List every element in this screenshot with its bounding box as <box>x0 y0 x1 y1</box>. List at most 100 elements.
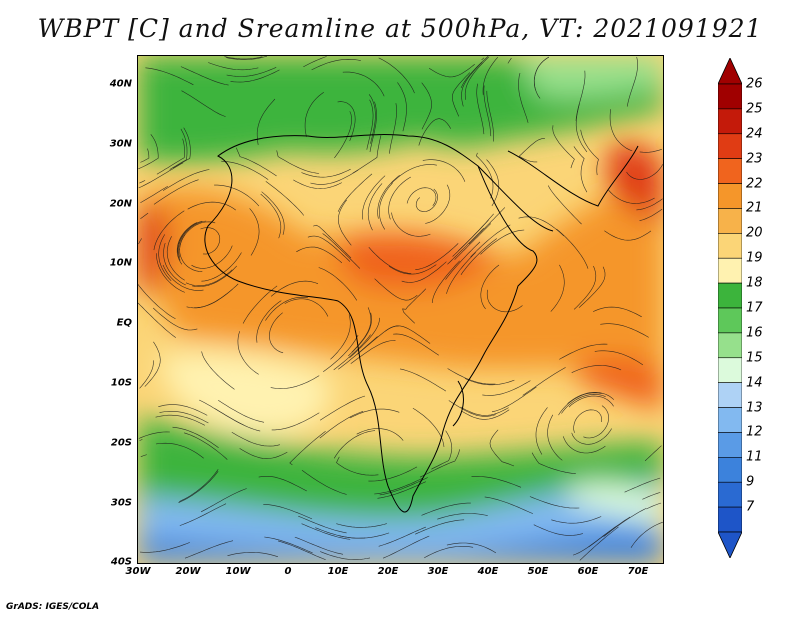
streamline <box>491 386 537 413</box>
streamline <box>464 378 515 386</box>
streamline <box>208 62 259 71</box>
streamline <box>382 535 430 559</box>
streamline <box>428 64 475 78</box>
colorbar-bin <box>718 208 742 234</box>
streamline <box>221 160 269 180</box>
streamline <box>276 150 320 174</box>
coastlines <box>204 134 639 513</box>
lon-tick-label: 60E <box>577 566 599 577</box>
streamline <box>425 184 451 224</box>
streamline <box>431 260 460 304</box>
colorbar-bottom-arrow <box>718 531 742 558</box>
streamline <box>301 469 347 495</box>
streamline <box>153 210 185 251</box>
streamline <box>580 129 599 176</box>
lat-tick-label: 20S <box>110 437 132 449</box>
streamline <box>357 325 399 355</box>
streamline <box>388 264 437 275</box>
streamline <box>184 432 228 460</box>
streamline <box>518 216 565 237</box>
streamline <box>447 227 485 265</box>
streamline <box>256 300 282 343</box>
streamline <box>271 412 320 431</box>
streamline <box>139 439 143 441</box>
chart-title: WBPT [C] and Sreamline at 500hPa, VT: 20… <box>37 14 763 43</box>
streamline <box>178 471 219 503</box>
streamline <box>568 395 614 408</box>
lat-tick-label: 20N <box>109 198 132 210</box>
streamline <box>460 406 509 416</box>
colorbar-label: 16 <box>746 325 763 341</box>
streamline <box>158 404 208 416</box>
streamline <box>529 496 580 509</box>
streamline <box>277 540 326 560</box>
colorbar-bin <box>718 407 742 433</box>
streamline <box>330 314 351 360</box>
colorbar-label: 25 <box>746 101 763 117</box>
streamline <box>461 409 510 420</box>
wbpt-field <box>138 56 663 563</box>
streamline <box>172 426 219 449</box>
colorbar-label: 22 <box>746 176 763 192</box>
streamline <box>551 516 602 524</box>
colorbar-label: 9 <box>746 474 755 490</box>
streamline <box>639 149 662 153</box>
streamline <box>482 380 531 396</box>
streamline <box>156 442 204 459</box>
colorbar-label: 14 <box>746 375 763 391</box>
streamline <box>138 302 176 338</box>
streamline <box>140 185 168 203</box>
streamline <box>139 360 154 389</box>
streamline <box>158 234 172 282</box>
streamline <box>191 245 233 269</box>
lat-tick-label: 40S <box>110 556 132 568</box>
colorbar-bin <box>718 382 742 408</box>
streamline <box>319 395 366 421</box>
streamline <box>626 164 663 180</box>
streamline <box>604 230 652 241</box>
streamline <box>571 428 612 445</box>
streamline <box>476 152 494 199</box>
streamline <box>415 188 438 212</box>
streamline <box>642 492 661 500</box>
colorbar-bin <box>718 432 742 458</box>
streamline <box>163 243 186 286</box>
lon-tick-label: 20W <box>175 566 201 577</box>
streamline <box>646 502 662 510</box>
streamline <box>153 179 199 205</box>
streamline <box>349 408 400 419</box>
streamline <box>342 71 385 97</box>
streamline <box>199 399 244 426</box>
streamline <box>152 307 198 331</box>
streamline <box>421 82 432 130</box>
streamline <box>356 428 404 441</box>
streamline <box>201 252 242 282</box>
streamline <box>583 405 609 439</box>
streamline <box>140 148 150 163</box>
streamline <box>144 341 161 387</box>
colorbar-bin <box>718 357 742 383</box>
streamline <box>303 56 327 68</box>
streamline <box>480 264 500 310</box>
colorbar-label: 18 <box>746 275 763 291</box>
streamline <box>156 253 185 293</box>
streamline <box>230 69 280 83</box>
streamline <box>169 128 188 170</box>
lat-tick-label: 30N <box>109 138 132 150</box>
streamline <box>476 83 485 135</box>
streamline <box>256 98 276 145</box>
streamline <box>218 399 265 423</box>
streamline <box>179 469 219 502</box>
streamline <box>323 334 359 373</box>
streamline <box>294 536 344 555</box>
streamline <box>366 99 374 150</box>
streamline <box>319 551 371 560</box>
colorbar-bin <box>718 83 742 110</box>
streamline <box>636 198 663 211</box>
streamline <box>374 278 418 301</box>
streamline <box>179 221 216 251</box>
streamline <box>377 481 426 499</box>
weather-map <box>137 55 664 564</box>
streamline <box>437 513 488 520</box>
streamline <box>644 445 662 462</box>
